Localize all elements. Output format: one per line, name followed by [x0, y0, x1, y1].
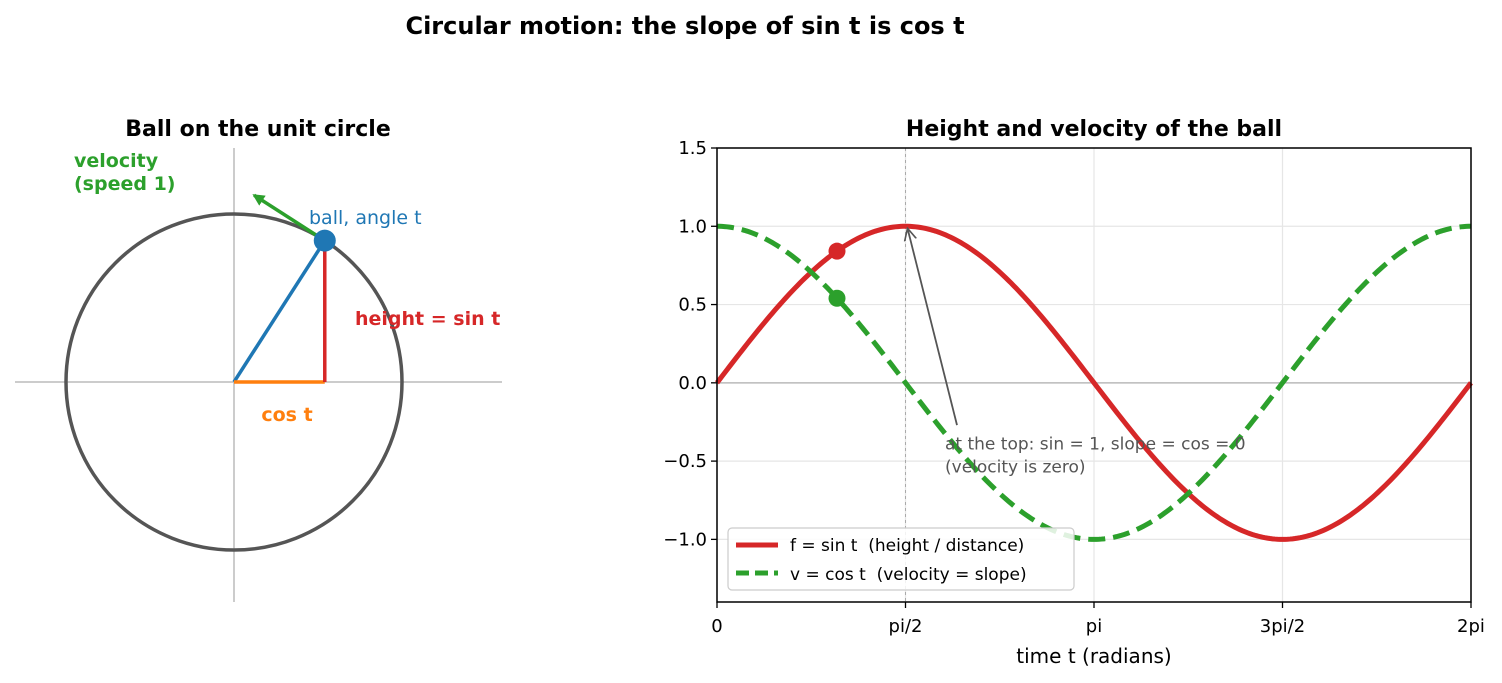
y-tick-label: 0.5 — [678, 295, 707, 316]
y-tick-label: 1.5 — [678, 138, 707, 159]
annotation-line2: (velocity is zero) — [945, 457, 1086, 477]
markers — [828, 242, 846, 307]
x-tick-label: pi/2 — [889, 616, 923, 637]
legend-box — [727, 527, 1075, 591]
y-tick-label: −1.0 — [663, 529, 707, 550]
x-tick-label: 2pi — [1457, 616, 1485, 637]
circle-panel-title: Ball on the unit circle — [125, 117, 391, 142]
cos-label: cos t — [261, 404, 312, 426]
y-tick-label: 1.0 — [678, 216, 707, 237]
chart-title: Height and velocity of the ball — [906, 117, 1282, 142]
marker-cos — [828, 289, 846, 307]
ball — [313, 229, 336, 252]
y-tick-label: 0.0 — [678, 373, 707, 394]
legend-sin-label: f = sin t (height / distance) — [790, 536, 1024, 556]
annotation-arrow — [908, 228, 958, 426]
x-tick-label: 0 — [711, 616, 722, 637]
x-axis-label: time t (radians) — [1016, 644, 1171, 668]
radius-line — [232, 239, 327, 383]
velocity-arrow — [252, 193, 326, 243]
annotation-line1: at the top: sin = 1, slope = cos = 0 — [945, 434, 1246, 454]
y-tick-label: −0.5 — [663, 451, 707, 472]
x-tick-label: pi — [1086, 616, 1102, 637]
velocity-label: velocity (speed 1) — [74, 150, 176, 195]
circle-panel: Ball on the unit circle velocity (speed … — [15, 117, 502, 602]
legend-cos-label: v = cos t (velocity = slope) — [790, 565, 1027, 585]
chart-panel: Height and velocity of the ball at the t… — [663, 117, 1485, 668]
ball-label: ball, angle t — [309, 207, 422, 229]
ticks: 0 pi/2 pi 3pi/2 2pi 1.5 1.0 0.5 0.0 −0.5 −1.0 — [663, 138, 1485, 637]
velocity-label-line1: velocity — [74, 150, 159, 172]
marker-sin — [828, 242, 846, 260]
legend: f = sin t (height / distance) v = cos t … — [727, 527, 1075, 591]
figure-title: Circular motion: the slope of sin t is c… — [405, 12, 964, 40]
x-tick-label: 3pi/2 — [1260, 616, 1305, 637]
height-label: height = sin t — [355, 308, 500, 330]
unit-circle — [64, 212, 404, 552]
annotation-text: at the top: sin = 1, slope = cos = 0 (ve… — [945, 434, 1251, 477]
velocity-label-line2: (speed 1) — [74, 173, 176, 195]
